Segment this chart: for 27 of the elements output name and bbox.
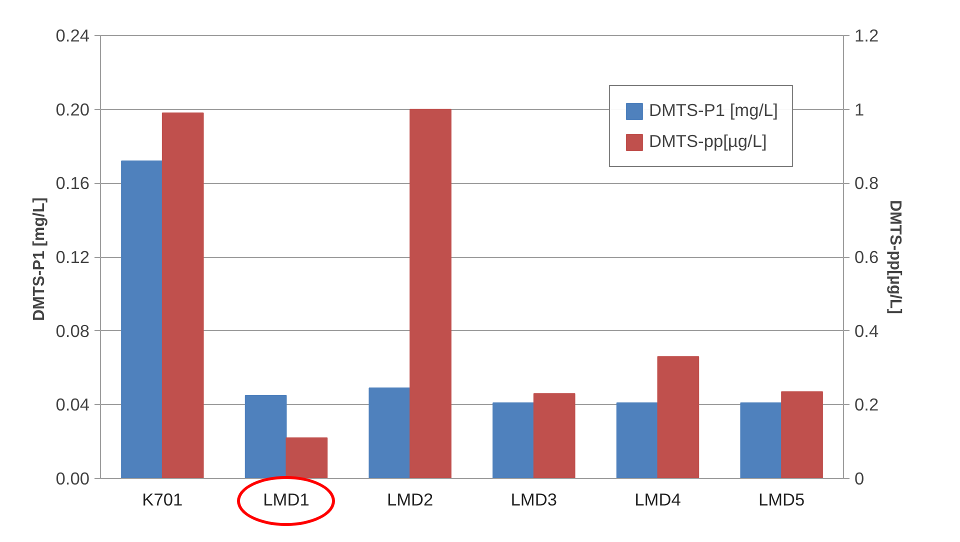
bar [244, 394, 287, 478]
y-tick-label: 0.00 [56, 468, 90, 488]
y2-tick-label: 0.8 [854, 173, 879, 194]
y-axis-title: DMTS-P1 [mg/L] [30, 197, 48, 321]
x-tick-label: LMD3 [510, 490, 558, 510]
y-tick-label: 0.08 [56, 320, 90, 341]
y2-tick-label: 0.6 [854, 247, 879, 267]
y2-tick-label: 1.2 [854, 26, 879, 46]
y2-tick-label: 1 [854, 99, 864, 120]
y-tick-label: 0.16 [56, 173, 90, 194]
y2-axis-title: DMTS-pp[µg/L] [886, 200, 904, 314]
y-tick-label: 0.24 [56, 26, 90, 46]
x-tick-label: LMD5 [758, 490, 805, 510]
y2-tick-label: 0.4 [854, 320, 879, 341]
y-tick-label: 0.20 [56, 99, 90, 120]
x-tick-label: LMD2 [386, 490, 434, 510]
y-tick-label: 0.12 [56, 247, 90, 267]
y2-tick-label: 0.2 [854, 394, 879, 415]
bar [368, 388, 411, 478]
x-tick-label: LMD1 [263, 490, 310, 510]
legend-label: DMTS-pp[µg/L] [648, 131, 767, 152]
bar [410, 108, 452, 478]
y2-tick-label: 0 [854, 468, 864, 488]
x-tick-label: LMD4 [634, 490, 682, 510]
legend-label: DMTS-P1 [mg/L] [648, 100, 778, 121]
x-tick-label: K701 [142, 490, 183, 510]
y-tick-label: 0.04 [56, 394, 90, 415]
